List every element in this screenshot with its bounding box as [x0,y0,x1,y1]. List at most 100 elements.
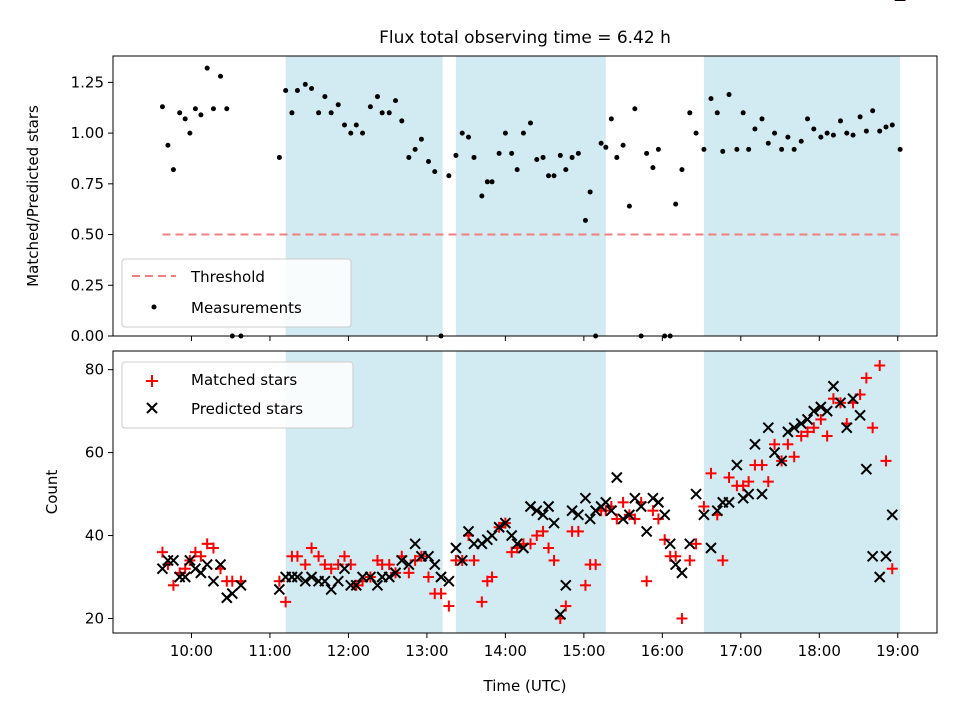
matched-star-point [590,559,602,571]
predicted-star-point [235,579,247,592]
x-tick-label: 13:00 [405,642,448,660]
x-axis-label: Time (UTC) [483,677,567,695]
predicted-star-point [827,380,840,392]
matched-star-point [548,554,560,566]
x-tick-label: 17:00 [719,642,762,660]
predicted-star-point [605,504,618,517]
predicted-star-point [332,575,344,587]
measurement-point [759,116,765,122]
measurement-point [582,217,588,223]
observing-intervals-top [285,56,901,336]
measurement-point [752,126,758,132]
measurement-point [335,102,341,108]
predicted-star-point [560,579,572,592]
measurement-point [182,116,188,122]
predicted-star-point [676,567,688,579]
matched-star-point [867,422,879,434]
matched-star-point [821,430,833,442]
y-tick-label: 1.00 [71,124,104,142]
measurement-point [283,87,289,93]
measurement-point [734,146,740,152]
predicted-star-point [874,571,886,583]
legend-threshold-label: Threshold [190,268,265,286]
measurement-point [726,92,732,98]
measurement-point [614,154,620,160]
predicted-star-point [756,488,768,500]
predicted-star-point [531,504,543,517]
predicted-star-point [775,455,788,467]
matched-star-point [167,579,179,591]
predicted-star-point [403,558,415,571]
matched-star-point [409,554,421,566]
matched-star-point [332,559,344,571]
predicted-star-point [834,397,847,409]
matched-star-point [543,542,555,554]
y-tick-label: 60 [85,444,104,462]
predicted-star-point [795,417,807,430]
measurement-point [714,110,720,116]
matched-star-point [698,501,710,513]
measurement-point [679,167,685,173]
legend-matched-swatch [146,375,158,387]
y-tick-label: 20 [85,609,104,627]
matched-star-point [306,542,318,554]
measurement-point [551,173,557,179]
measurement-point [224,106,230,112]
predicted-star-point [299,575,311,587]
legend-measurements-label: Measurements [191,299,302,317]
predicted-star-point [854,409,866,421]
matched-star-point [319,559,331,571]
count-legend-box [121,361,354,429]
matched-star-point [886,563,898,575]
measurement-point [192,106,198,112]
measurement-point [701,146,707,152]
predicted-star-point [684,538,696,550]
measurement-point [811,126,817,132]
measurement-point [165,142,171,148]
predicted-star-point [226,587,238,600]
measurement-point [587,189,593,195]
predicted-star-point [782,426,794,438]
matched-star-point [782,438,794,450]
matched-star-point [815,413,827,425]
count-axes-frame [112,350,938,634]
predicted-star-point [156,563,169,575]
measurement-point [198,112,204,118]
ratio-panel: 0.00 0.25 0.50 0.75 1.00 1.25 Matched/Predict… [24,55,938,345]
predicted-star-point [443,575,455,587]
y-tick-label: 0.50 [71,226,104,244]
measurement-point [608,116,614,122]
predicted-star-point [572,509,585,521]
matched-star-point [690,538,702,550]
predicted-star-point [841,422,853,434]
predicted-star-point [371,579,384,592]
predicted-star-point [524,500,537,513]
legend-predicted-swatch [146,402,158,414]
matched-star-point [880,455,892,467]
measurement-point [534,156,540,162]
measurement-point [177,110,183,116]
measurement-point [393,98,399,104]
measurement-point [857,114,863,120]
predicted-star-point [669,558,682,571]
predicted-star-point [537,509,549,521]
measurement-point [465,134,471,140]
measurement-point [386,110,392,116]
predicted-star-point [383,571,395,583]
matched-star-point [611,513,623,525]
measurement-point [655,146,661,152]
predicted-star-point [201,558,213,571]
count-y-label: Count [43,470,61,515]
x-tick-label: 18:00 [798,642,841,660]
matched-star-point [435,588,447,600]
measurement-point [889,122,895,128]
predicted-star-point [705,542,717,554]
predicted-star-point [788,422,800,434]
matched-star-point [299,559,311,571]
measurement-point [406,154,412,160]
measurement-point [673,201,679,207]
measurement-point [883,124,889,130]
predicted-star-point [880,550,892,562]
